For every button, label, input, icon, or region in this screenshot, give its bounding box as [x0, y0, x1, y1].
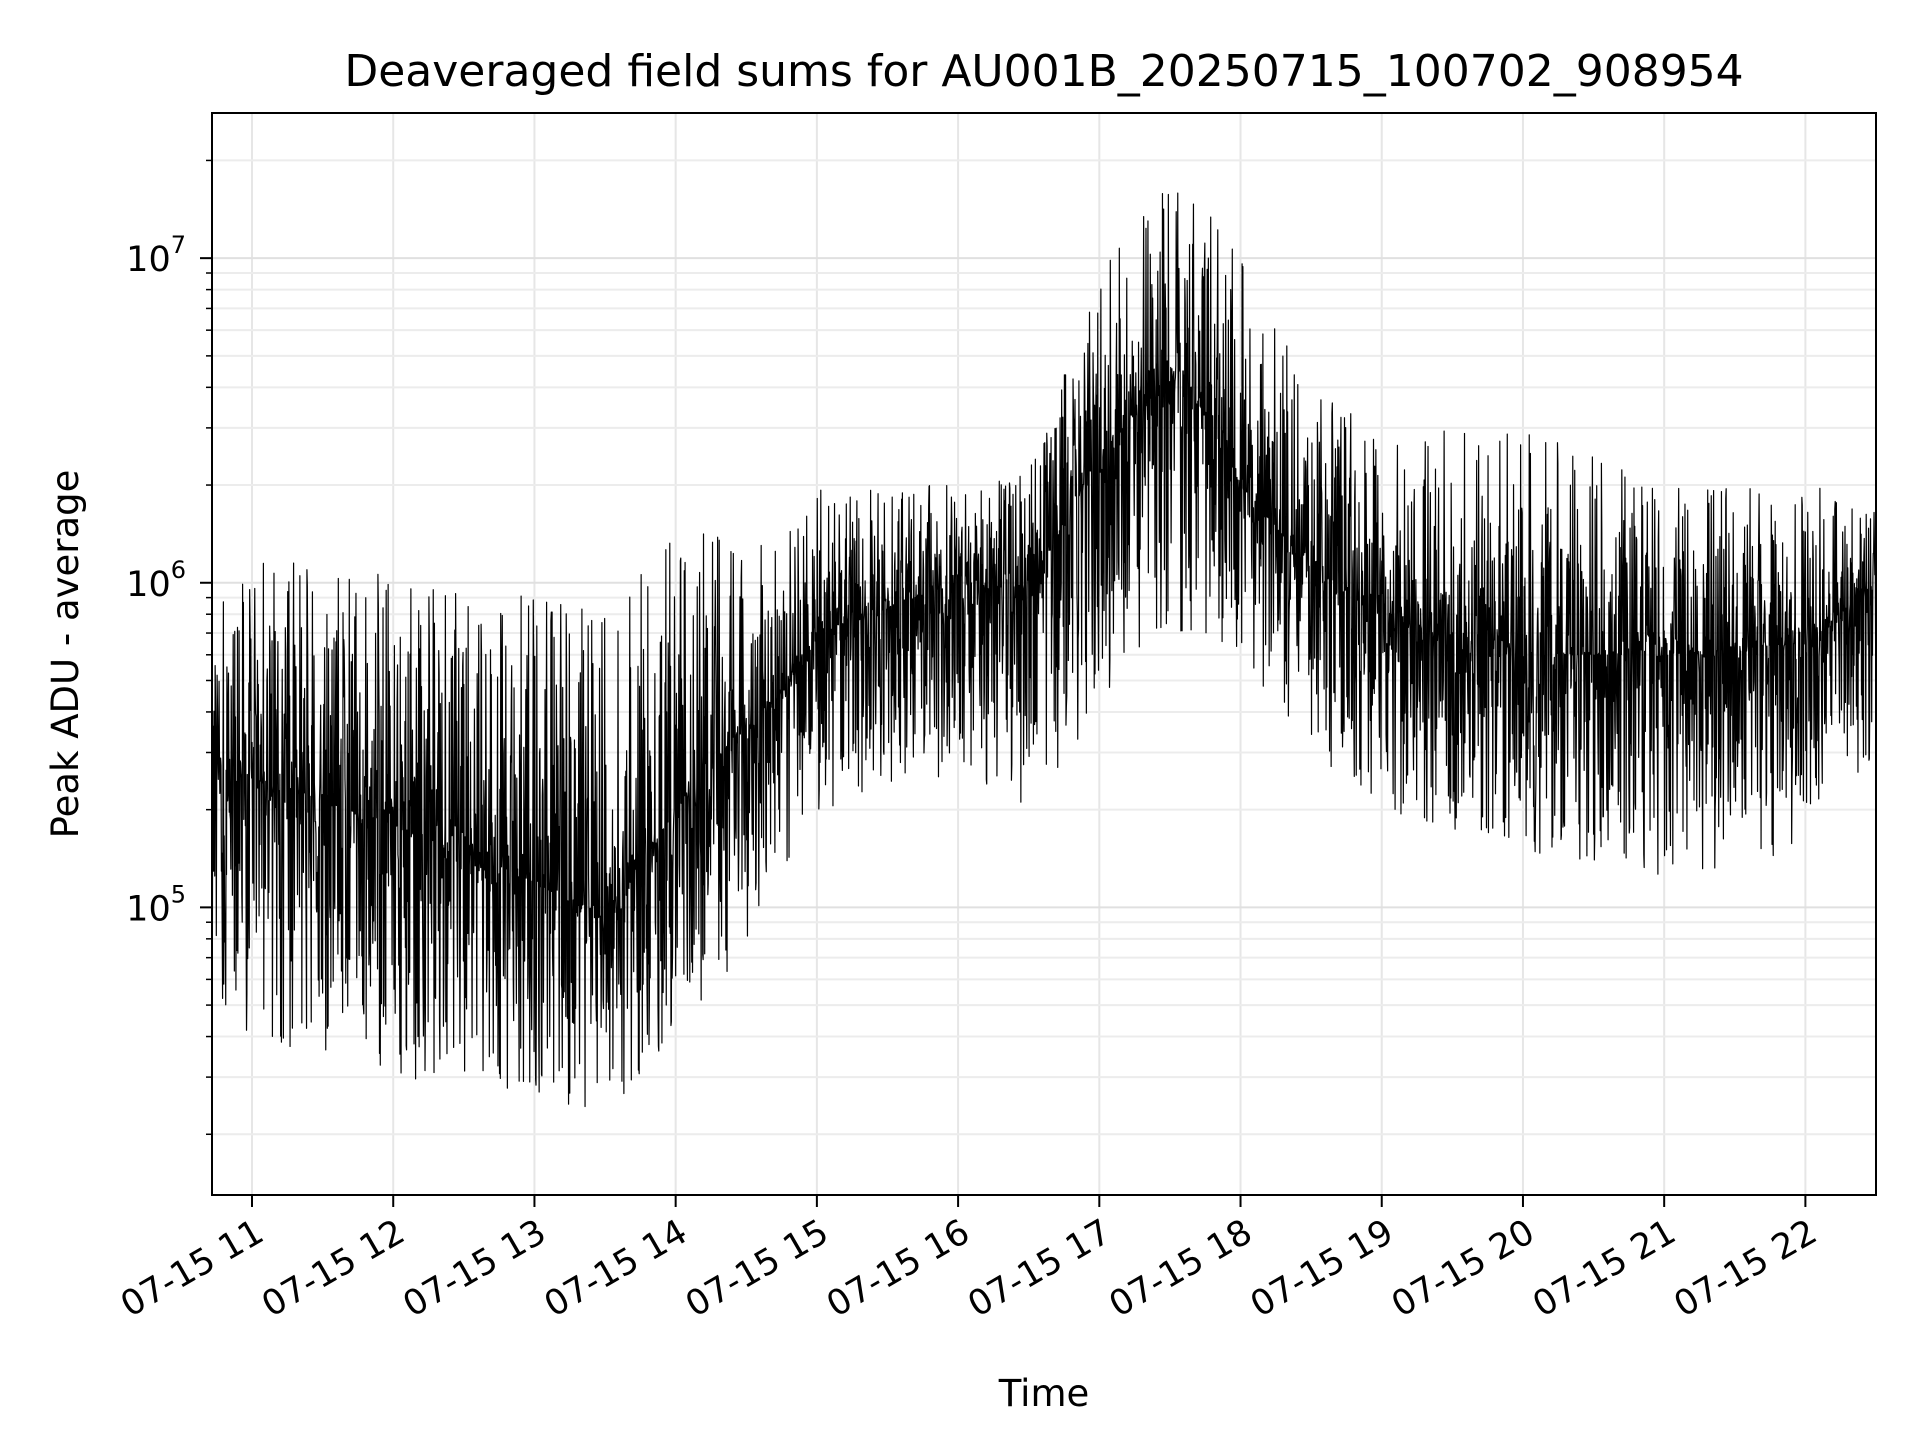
series-path: [211, 192, 1877, 1108]
y-axis-label: Peak ADU - average: [44, 470, 87, 839]
y-tick-label: 107: [126, 231, 186, 280]
plot-frame: [211, 112, 1877, 1196]
chart-title: Deaveraged field sums for AU001B_2025071…: [344, 46, 1743, 97]
y-tick-label: 105: [126, 880, 186, 929]
y-tick-label: 106: [126, 556, 186, 605]
series-line: [211, 192, 1877, 1108]
x-axis-label: Time: [998, 1372, 1090, 1415]
